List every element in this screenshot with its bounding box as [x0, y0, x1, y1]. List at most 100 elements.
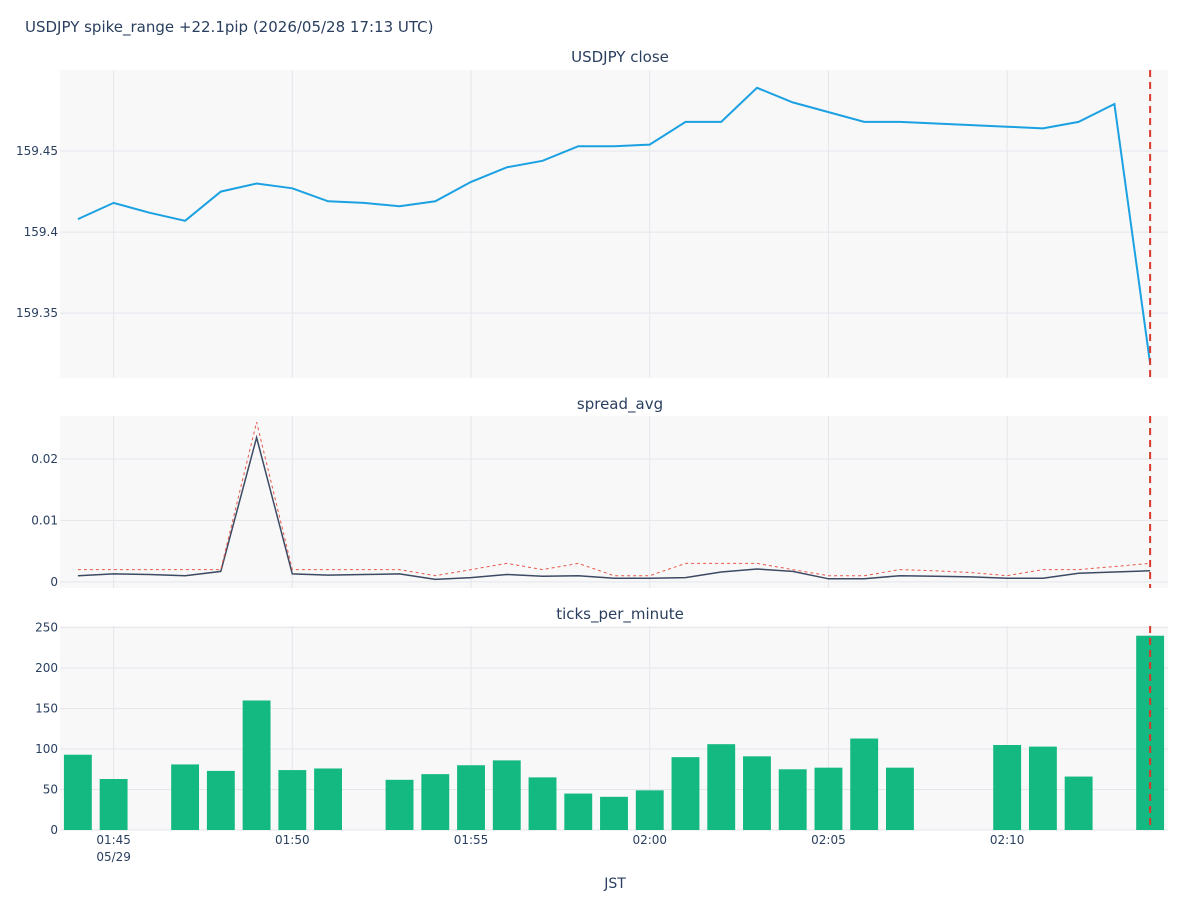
- data-point: [613, 575, 615, 577]
- data-point: [398, 205, 400, 207]
- data-point: [220, 190, 222, 192]
- data-point: [255, 421, 257, 423]
- data-point: [470, 568, 472, 570]
- data-point: [291, 187, 293, 189]
- data-point: [934, 570, 936, 572]
- data-point: [934, 122, 936, 124]
- bar: [314, 768, 343, 830]
- data-point: [1077, 568, 1079, 570]
- data-point: [684, 121, 686, 123]
- x-axis-label: JST: [603, 876, 626, 892]
- data-point: [148, 568, 150, 570]
- data-point: [613, 577, 615, 579]
- bar: [385, 779, 414, 830]
- data-point: [684, 562, 686, 564]
- subplot-title: spread_avg: [577, 395, 663, 414]
- data-point: [327, 200, 329, 202]
- data-point: [148, 211, 150, 213]
- bar: [707, 744, 736, 830]
- data-point: [184, 575, 186, 577]
- data-point: [434, 200, 436, 202]
- data-point: [863, 578, 865, 580]
- bar: [564, 793, 593, 830]
- bar: [63, 754, 92, 830]
- series-line: [77, 434, 1151, 581]
- data-point: [1113, 103, 1115, 105]
- subplot-title: USDJPY close: [571, 48, 669, 66]
- data-point: [1113, 565, 1115, 567]
- bar: [99, 779, 128, 830]
- data-point: [327, 574, 329, 576]
- y-tick-label: 50: [43, 783, 58, 797]
- data-point: [649, 143, 651, 145]
- data-point: [863, 575, 865, 577]
- data-point: [434, 575, 436, 577]
- data-point: [220, 568, 222, 570]
- data-point: [112, 573, 114, 575]
- data-point: [1006, 126, 1008, 128]
- data-point: [577, 562, 579, 564]
- x-tick-label: 02:10: [990, 833, 1025, 847]
- data-point: [649, 575, 651, 577]
- bar: [421, 774, 450, 830]
- data-point: [363, 573, 365, 575]
- y-tick-label: 0.01: [31, 513, 58, 527]
- data-point: [720, 571, 722, 573]
- data-point: [1113, 571, 1115, 573]
- y-tick-label: 159.35: [16, 306, 58, 320]
- bar: [242, 700, 271, 830]
- x-tick-label: 02:05: [811, 833, 846, 847]
- bar: [993, 745, 1022, 830]
- data-point: [613, 145, 615, 147]
- data-point: [148, 573, 150, 575]
- bar: [1064, 776, 1093, 830]
- bar: [278, 770, 307, 830]
- data-point: [1006, 575, 1008, 577]
- data-point: [255, 182, 257, 184]
- data-point: [792, 568, 794, 570]
- y-tick-label: 100: [35, 742, 58, 756]
- bar: [885, 767, 914, 830]
- data-point: [899, 121, 901, 123]
- x-tick-label: 01:50: [275, 833, 310, 847]
- data-point: [327, 568, 329, 570]
- data-point: [184, 568, 186, 570]
- data-point: [970, 571, 972, 573]
- data-point: [899, 575, 901, 577]
- x-tick-label: 01:55: [454, 833, 489, 847]
- data-point: [291, 573, 293, 575]
- data-point: [649, 577, 651, 579]
- y-tick-label: 0.02: [31, 452, 58, 466]
- data-point: [792, 101, 794, 103]
- data-point: [1042, 577, 1044, 579]
- data-point: [112, 202, 114, 204]
- data-point: [827, 111, 829, 113]
- data-point: [970, 576, 972, 578]
- data-point: [184, 220, 186, 222]
- bar: [206, 770, 235, 830]
- y-tick-label: 200: [35, 661, 58, 675]
- x-tick-label: 01:45: [96, 833, 131, 847]
- data-point: [827, 575, 829, 577]
- plot-area-2: [60, 416, 1168, 588]
- chart-title: USDJPY spike_range +22.1pip (2026/05/28 …: [25, 18, 434, 36]
- plot-area-1: [60, 70, 1168, 378]
- data-point: [470, 576, 472, 578]
- data-point: [291, 568, 293, 570]
- data-point: [506, 166, 508, 168]
- y-tick-label: 159.4: [24, 225, 58, 239]
- x-tick-sublabel: 05/29: [96, 850, 131, 864]
- bar: [743, 756, 771, 830]
- data-point: [863, 121, 865, 123]
- bar: [600, 796, 628, 830]
- subplot-title: ticks_per_minute: [556, 605, 684, 624]
- bar: [171, 764, 200, 830]
- y-tick-label: 0: [50, 575, 58, 589]
- data-point: [398, 573, 400, 575]
- data-point: [1006, 577, 1008, 579]
- bar: [1028, 746, 1057, 830]
- data-point: [470, 181, 472, 183]
- data-point: [756, 87, 758, 89]
- bar: [671, 757, 700, 830]
